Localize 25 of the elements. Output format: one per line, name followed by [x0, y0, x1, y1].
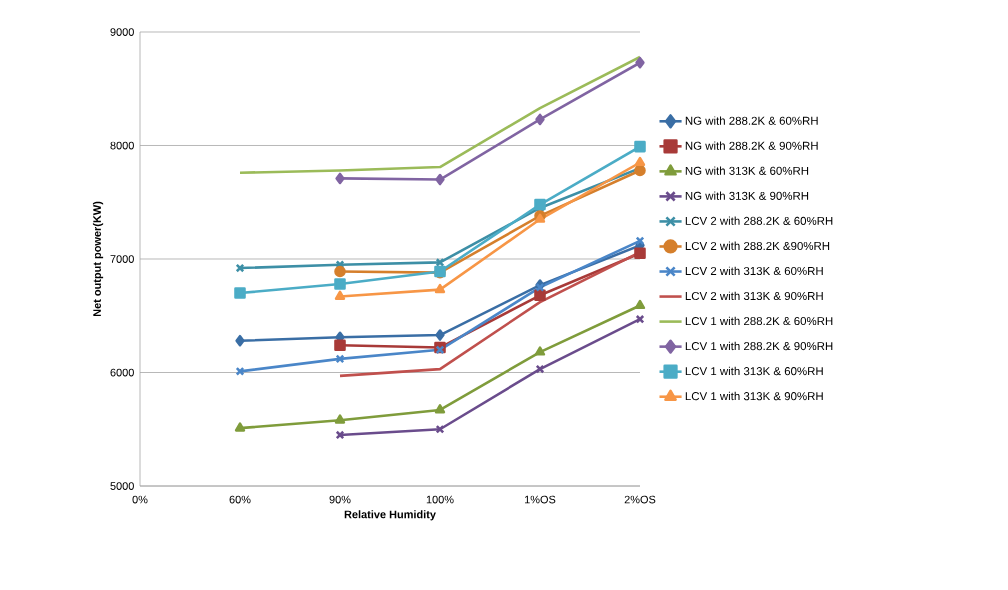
x-tick-label: 90%: [329, 495, 351, 504]
x-axis-title: Relative Humidity: [344, 510, 436, 521]
y-tick-label: 9000: [110, 28, 134, 36]
y-tick-label: 8000: [110, 141, 134, 150]
legend-label: NG with 288.2K & 90%RH: [685, 141, 818, 150]
y-axis-title: Net output power(KW): [92, 201, 104, 317]
legend-label: LCV 2 with 313K & 90%RH: [685, 291, 823, 301]
x-tick-label: 1%OS: [524, 495, 556, 504]
x-tick-label: 0%: [132, 495, 148, 504]
legend-label: LCV 1 with 288.2K & 90%RH: [685, 341, 833, 351]
legend-label: LCV 2 with 288.2K & 60%RH: [685, 216, 833, 225]
legend-label: LCV 1 with 313K & 90%RH: [685, 391, 823, 401]
y-tick-label: 5000: [110, 482, 134, 490]
x-tick-label: 100%: [426, 495, 454, 504]
legend-label: NG with 288.2K & 60%RH: [685, 116, 818, 125]
legend-label: LCV 1 with 313K & 60%RH: [685, 366, 823, 376]
legend-label: LCV 2 with 313K & 60%RH: [685, 266, 823, 276]
legend-label: LCV 2 with 288.2K &90%RH: [685, 241, 830, 250]
y-tick-label: 7000: [110, 255, 134, 263]
legend-label: LCV 1 with 288.2K & 60%RH: [685, 316, 833, 326]
legend-label: NG with 313K & 90%RH: [685, 191, 809, 200]
x-tick-label: 2%OS: [624, 495, 656, 504]
y-tick-label: 6000: [110, 368, 134, 377]
x-tick-label: 60%: [229, 495, 251, 504]
legend-label: NG with 313K & 60%RH: [685, 166, 809, 175]
